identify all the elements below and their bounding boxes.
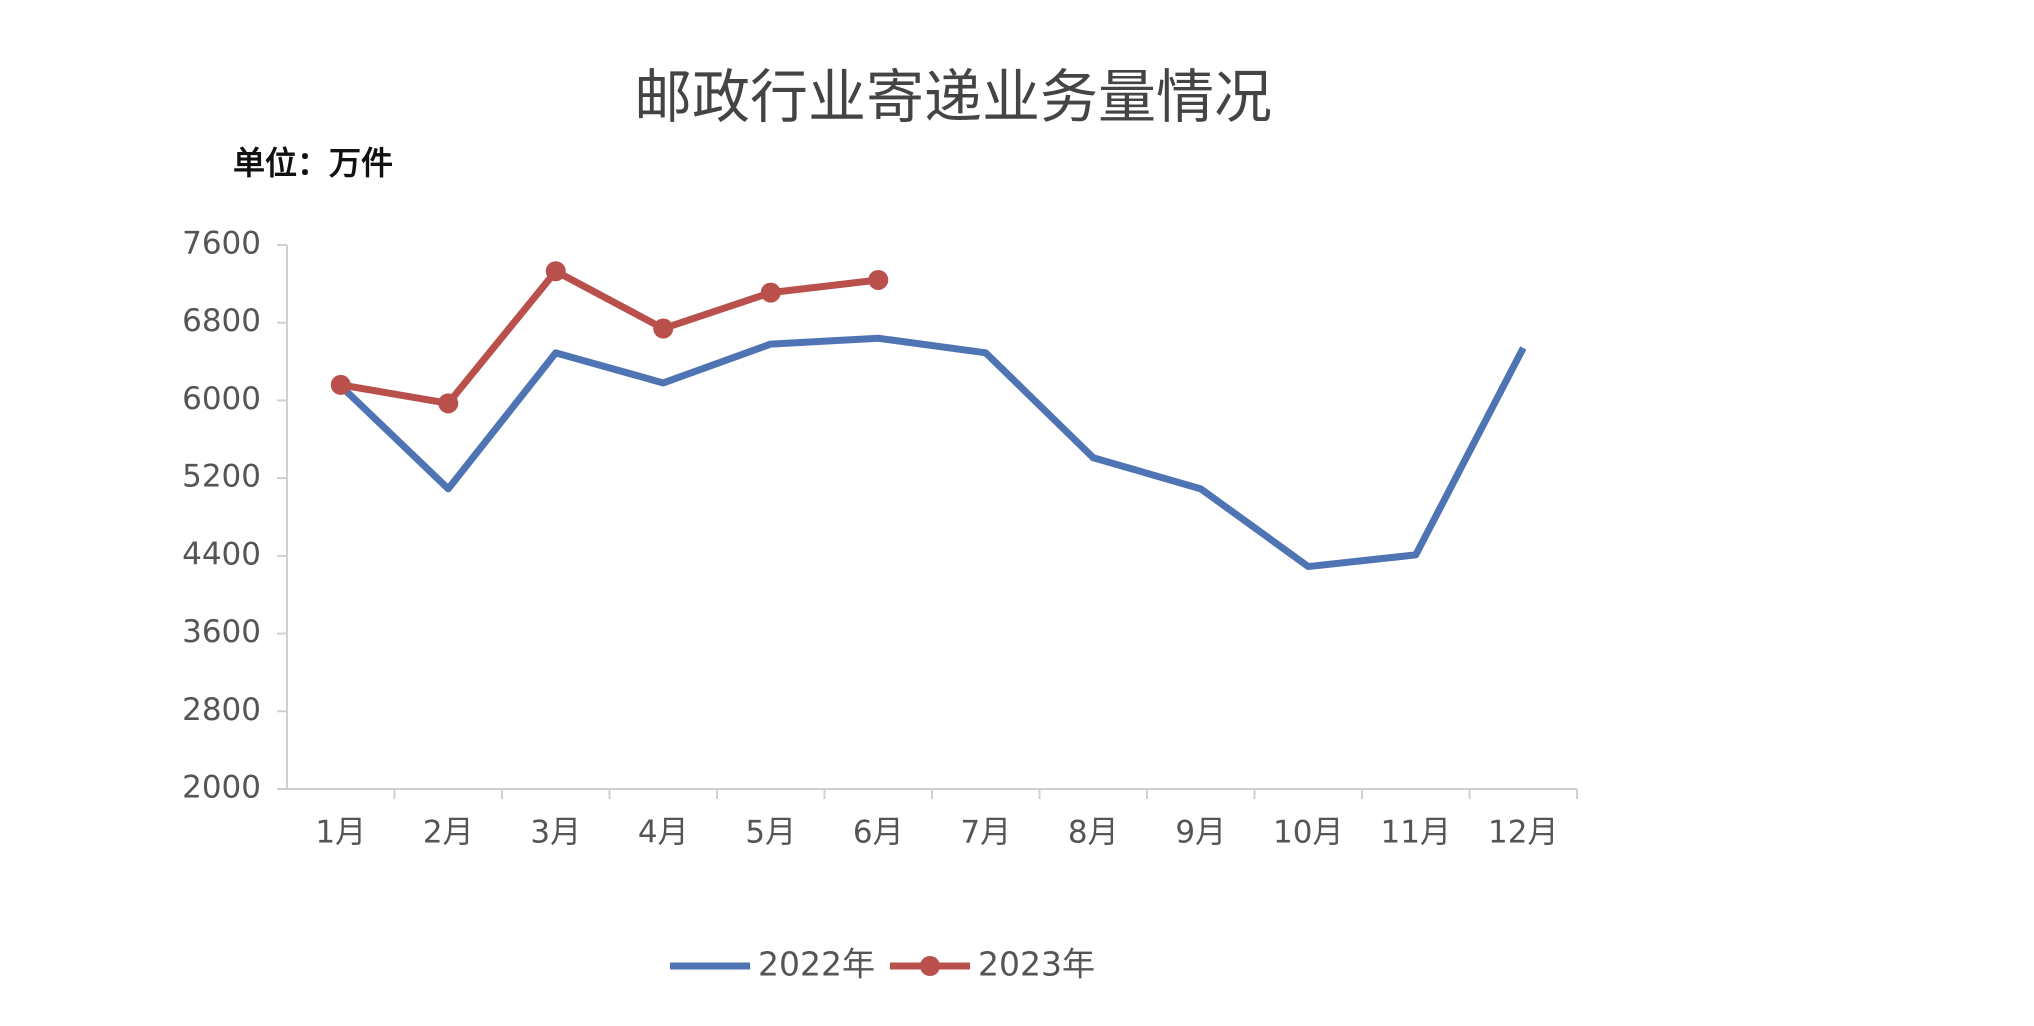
x-tick-label: 2月	[423, 815, 474, 851]
point	[760, 282, 781, 303]
point	[545, 261, 566, 282]
line-series	[338, 334, 1527, 571]
x-tick-label: 12月	[1488, 815, 1558, 851]
x-tick-label: 4月	[638, 815, 689, 851]
legend-label: 2022年	[758, 945, 875, 984]
line-series	[340, 267, 879, 407]
y-tick-label: 2000	[182, 770, 261, 806]
y-tick-label: 6800	[182, 303, 261, 339]
x-tick-label: 7月	[960, 815, 1011, 851]
point	[330, 374, 351, 395]
x-tick-label: 5月	[745, 815, 796, 851]
x-tick-label: 1月	[315, 815, 366, 851]
x-tick-label: 11月	[1381, 815, 1451, 851]
point	[438, 393, 459, 414]
y-tick-label: 2800	[182, 692, 261, 728]
y-tick-label: 4400	[182, 536, 261, 572]
y-tick-label: 3600	[182, 614, 261, 650]
x-tick-label: 8月	[1068, 815, 1119, 851]
legend-label: 2023年	[978, 945, 1095, 984]
x-tick-label: 6月	[853, 815, 904, 851]
chart-title: 邮政行业寄递业务量情况	[634, 63, 1272, 131]
legend-marker	[920, 956, 940, 976]
y-tick-label: 6000	[182, 381, 261, 417]
unit-label: 单位：万件	[233, 144, 393, 182]
x-tick-label: 3月	[530, 815, 581, 851]
x-tick-label: 9月	[1175, 815, 1226, 851]
point	[868, 269, 889, 290]
y-tick-label: 5200	[182, 459, 261, 495]
y-tick-label: 7600	[182, 226, 261, 262]
x-tick-label: 10月	[1273, 815, 1343, 851]
point	[653, 318, 674, 339]
